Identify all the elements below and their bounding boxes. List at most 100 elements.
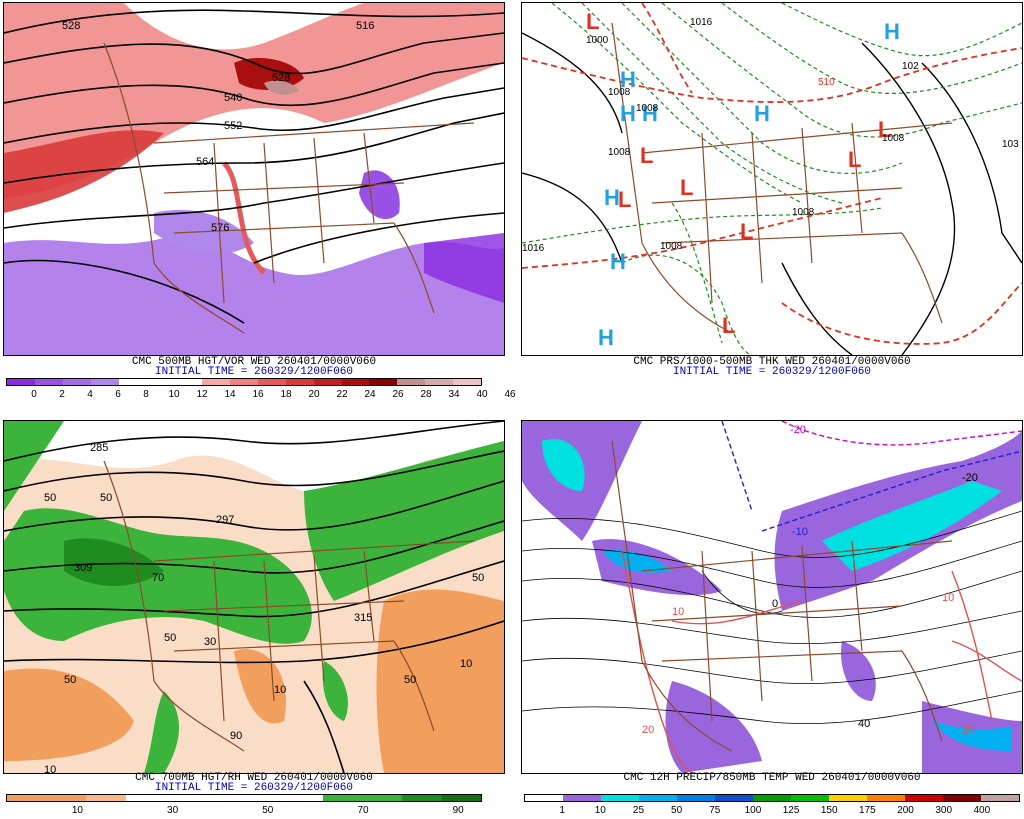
panel-700mb-hgt-rh: 285 297 309 315 10 50 50 30 50 10 70 50 … [3, 420, 505, 818]
scale-swatch [313, 379, 342, 385]
map-precip-850mb-temp[interactable]: -20 -10 0 10 20 20 40 10 -20 [521, 420, 1023, 774]
scale-swatch [715, 795, 753, 801]
scale-swatch [791, 795, 829, 801]
color-scale [524, 794, 1020, 802]
contour-label: -10 [792, 526, 808, 538]
scale-tick-label: 200 [897, 805, 914, 816]
low-pressure-center: L [740, 219, 753, 244]
contour-label: 297 [216, 514, 234, 526]
low-pressure-center: L [640, 143, 653, 168]
scale-swatch [601, 795, 639, 801]
map-700mb-hgt-rh[interactable]: 285 297 309 315 10 50 50 30 50 10 70 50 … [3, 420, 505, 774]
contour-label: 40 [858, 718, 870, 730]
scale-swatch [677, 795, 715, 801]
contour-label: -20 [790, 424, 806, 436]
scale-tick-label: 2 [59, 389, 65, 400]
contour-label: 564 [196, 156, 214, 168]
scale-tick-label: 24 [364, 389, 376, 400]
contour-label: 510 [818, 77, 835, 88]
contour-label: 552 [224, 120, 242, 132]
contour-label: 1008 [882, 133, 905, 144]
contour-label: 576 [211, 222, 229, 234]
map-caption: CMC 700MB HGT/RH WED 260401/0000V060 [135, 772, 373, 784]
scale-tick-label: 40 [476, 389, 488, 400]
contour-label: 103 [1002, 139, 1019, 150]
high-pressure-center: H [620, 101, 636, 126]
contour-label: 102 [902, 61, 919, 72]
contour-label: 315 [354, 612, 372, 624]
scale-swatch [453, 379, 481, 385]
contour-label: 540 [224, 92, 242, 104]
scale-tick-label: 150 [820, 805, 838, 816]
scale-swatch [369, 379, 398, 385]
scale-swatch [829, 795, 867, 801]
map-500mb-hgt-vor[interactable]: 528 516 528 540 552 564 576 [3, 2, 505, 356]
contour-label: 20 [962, 724, 974, 736]
scale-swatch [362, 795, 402, 801]
scale-tick-label: 10 [168, 389, 180, 400]
scale-tick-label: 75 [709, 805, 721, 816]
contour-label: -20 [962, 472, 978, 484]
scale-swatch [230, 379, 258, 385]
scale-tick-label: 70 [357, 805, 369, 816]
scale-swatch [425, 379, 453, 385]
scale-tick-label: 12 [196, 389, 208, 400]
contour-label: 10 [460, 658, 472, 670]
scale-swatch [402, 795, 442, 801]
contour-label: 50 [64, 674, 76, 686]
high-pressure-center: H [754, 101, 770, 126]
scale-swatch [397, 379, 426, 385]
scale-tick-label: 50 [671, 805, 683, 816]
scale-swatch [244, 795, 284, 801]
contour-label: 70 [152, 572, 164, 584]
map-caption: CMC 500MB HGT/VOR WED 260401/0000V060 [131, 356, 377, 368]
scale-tick-label: 28 [420, 389, 432, 400]
scale-tick-label: 26 [392, 389, 404, 400]
high-pressure-center: H [884, 19, 900, 44]
map-prs-thickness[interactable]: L L L L L L L L H H H H H H H H 1000 101… [521, 2, 1023, 356]
scale-ticks: 10 30 50 70 90 [6, 805, 482, 817]
scale-ticks: 1 10 25 50 75 100 125 150 175 200 300 400 [524, 805, 1020, 817]
low-pressure-center: L [878, 117, 891, 142]
scale-tick-label: 100 [744, 805, 762, 816]
scale-tick-label: 4 [87, 389, 93, 400]
low-pressure-center: L [586, 9, 599, 34]
contour-label: 50 [404, 674, 416, 686]
low-pressure-center: L [680, 175, 693, 200]
scale-tick-label: 16 [252, 389, 264, 400]
high-pressure-center: H [642, 101, 658, 126]
initial-time: INITIAL TIME = 260329/1200F060 [672, 366, 872, 378]
contour-label: 1016 [522, 243, 545, 254]
contour-label: 516 [356, 20, 374, 32]
contour-label: 1008 [608, 87, 631, 98]
map-caption: CMC 12H PRECIP/850MB TEMP WED 260401/000… [623, 772, 921, 784]
scale-swatch [34, 379, 63, 385]
scale-swatch [525, 795, 563, 801]
scale-swatch [46, 795, 86, 801]
scale-tick-label: 8 [143, 389, 149, 400]
scale-swatch [323, 795, 363, 801]
map-caption: CMC PRS/1000-500MB THK WED 260401/0000V0… [633, 356, 911, 368]
contour-label: 528 [62, 20, 80, 32]
contour-label: 50 [44, 492, 56, 504]
high-pressure-center: H [598, 325, 614, 350]
contour-label: 1016 [690, 17, 713, 28]
color-scale [6, 378, 482, 386]
scale-tick-label: 46 [504, 389, 516, 400]
contour-label: 20 [642, 724, 654, 736]
contour-label: 1008 [636, 103, 659, 114]
scale-tick-label: 10 [71, 805, 83, 816]
scale-swatch [86, 795, 126, 801]
scale-swatch [285, 379, 314, 385]
contour-label: 285 [90, 442, 108, 454]
scale-swatch [7, 795, 47, 801]
contour-label: 309 [74, 562, 92, 574]
contour-label: 0 [772, 598, 778, 610]
contour-label: 10 [672, 606, 684, 618]
low-pressure-center: L [722, 313, 735, 338]
contour-label: 1008 [608, 147, 631, 158]
panel-precip-850mb-temp: -20 -10 0 10 20 20 40 10 -20 CMC 12H PRE… [521, 420, 1023, 818]
scale-swatch [905, 795, 943, 801]
scale-tick-label: 175 [859, 805, 876, 816]
contour-label: 50 [164, 632, 176, 644]
